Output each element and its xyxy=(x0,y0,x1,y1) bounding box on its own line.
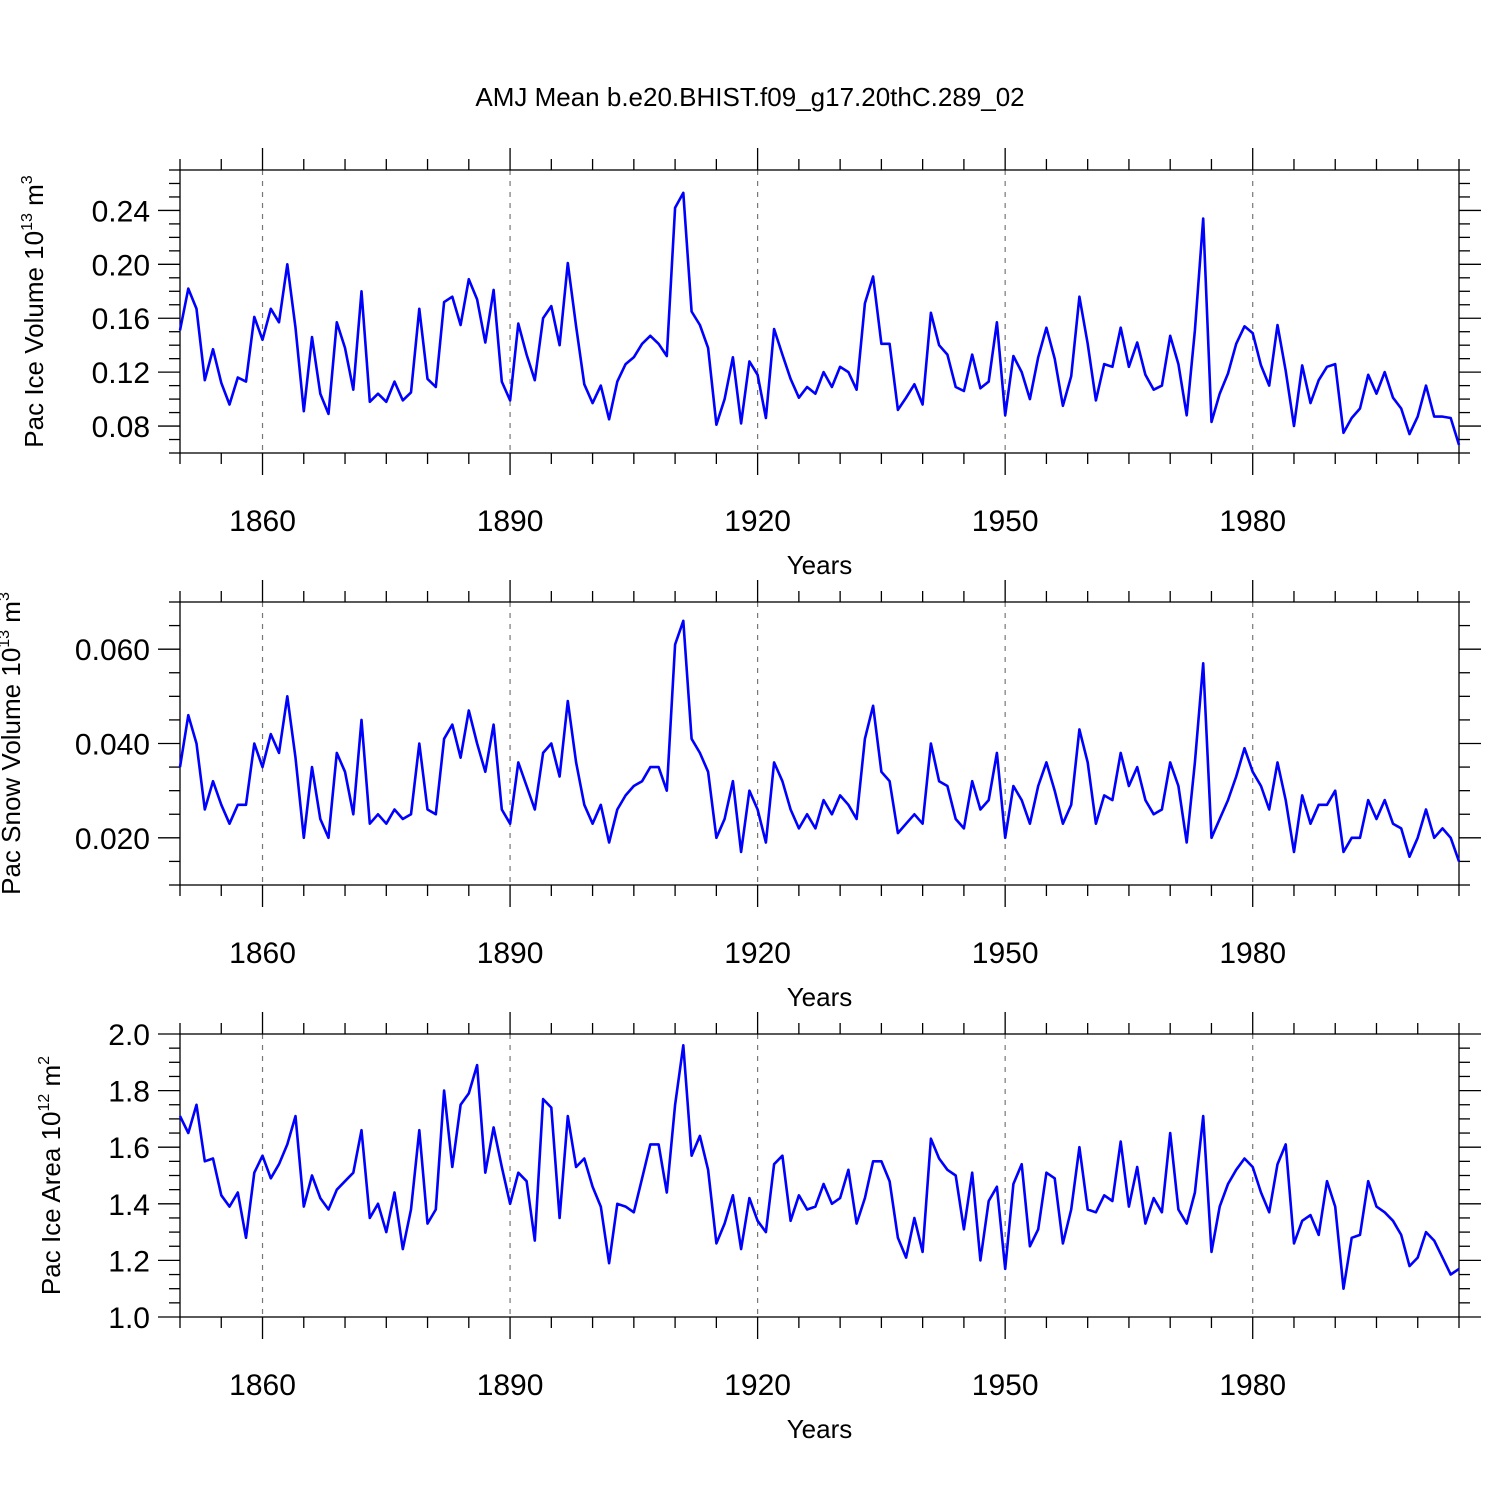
x-tick-label: 1860 xyxy=(229,505,296,538)
chart-title: AMJ Mean b.e20.BHIST.f09_g17.20thC.289_0… xyxy=(475,82,1024,112)
x-tick-label: 1980 xyxy=(1219,937,1286,970)
y-axis-label-text: Pac Snow Volume 10 xyxy=(0,648,26,895)
y-axis-label-text: Pac Ice Area 10 xyxy=(36,1112,66,1296)
y-axis-label-unit-exponent: 3 xyxy=(0,592,13,601)
x-tick-label: 1980 xyxy=(1219,1369,1286,1402)
pac-snow-volume-panel: 1860 1890 1920 1950 1980 0.020 0.040 0.060 Years… xyxy=(0,580,1481,1012)
y-axis-label-unit-exponent: 3 xyxy=(19,175,36,184)
x-tick-label: 1950 xyxy=(972,1369,1039,1402)
x-tick-label: 1890 xyxy=(477,505,544,538)
x-tick-label: 1860 xyxy=(229,1369,296,1402)
pac-ice-volume-series-line xyxy=(178,191,1461,446)
x-tick-label: 1920 xyxy=(724,505,791,538)
y-tick-label: 0.12 xyxy=(92,357,150,390)
x-tick-label: 1950 xyxy=(972,505,1039,538)
y-tick-label: 0.020 xyxy=(75,823,150,856)
y-tick-label: 0.16 xyxy=(92,303,150,336)
y-tick-label: 0.060 xyxy=(75,634,150,667)
y-axis-label-unit-exponent: 2 xyxy=(36,1056,53,1065)
y-tick-label: 1.6 xyxy=(108,1132,150,1165)
y-axis-label-exponent: 13 xyxy=(19,213,36,231)
y-axis-label-unit: m xyxy=(19,184,49,213)
pac-ice-volume-panel: 1860 1890 1920 1950 1980 0.08 0.12 0.16 0.20 0.24… xyxy=(19,148,1481,580)
plot-frame xyxy=(179,601,1460,886)
plot-frame xyxy=(179,1033,1460,1318)
y-axis-label: Pac Ice Area 1012 m2 xyxy=(36,1056,66,1295)
pac-ice-area-panel: 1860 1890 1920 1950 1980 1.0 1.2 1.4 1.6 1.8 2.0 Ye… xyxy=(36,1012,1481,1444)
pac-snow-volume-series-line xyxy=(178,619,1461,862)
y-axis-label: Pac Ice Volume 1013 m3 xyxy=(19,175,49,448)
x-axis-label: Years xyxy=(787,550,853,580)
y-tick-label: 1.0 xyxy=(108,1302,150,1335)
y-axis-label-exponent: 13 xyxy=(0,630,13,648)
x-axis-label: Years xyxy=(787,1414,853,1444)
y-axis-label-unit: m xyxy=(36,1065,66,1094)
y-tick-label: 0.08 xyxy=(92,411,150,444)
x-tick-label: 1890 xyxy=(477,937,544,970)
x-tick-label: 1860 xyxy=(229,937,296,970)
y-tick-label: 2.0 xyxy=(108,1019,150,1052)
x-tick-label: 1920 xyxy=(724,937,791,970)
y-tick-label: 1.2 xyxy=(108,1245,150,1278)
x-axis-label: Years xyxy=(787,982,853,1012)
y-tick-label: 0.040 xyxy=(75,729,150,762)
y-axis-label: Pac Snow Volume 1013 m3 xyxy=(0,592,26,895)
y-tick-label: 1.8 xyxy=(108,1076,150,1109)
y-tick-label: 0.20 xyxy=(92,249,150,282)
x-tick-label: 1890 xyxy=(477,1369,544,1402)
x-tick-label: 1950 xyxy=(972,937,1039,970)
y-tick-label: 0.24 xyxy=(92,195,150,228)
y-axis-label-text: Pac Ice Volume 10 xyxy=(19,231,49,448)
y-axis-label-exponent: 12 xyxy=(36,1094,53,1112)
plot-frame xyxy=(179,169,1460,454)
y-tick-label: 1.4 xyxy=(108,1189,150,1222)
x-tick-label: 1980 xyxy=(1219,505,1286,538)
x-tick-label: 1920 xyxy=(724,1369,791,1402)
pac-ice-area-series-line xyxy=(178,1044,1460,1290)
y-axis-label-unit: m xyxy=(0,601,26,630)
